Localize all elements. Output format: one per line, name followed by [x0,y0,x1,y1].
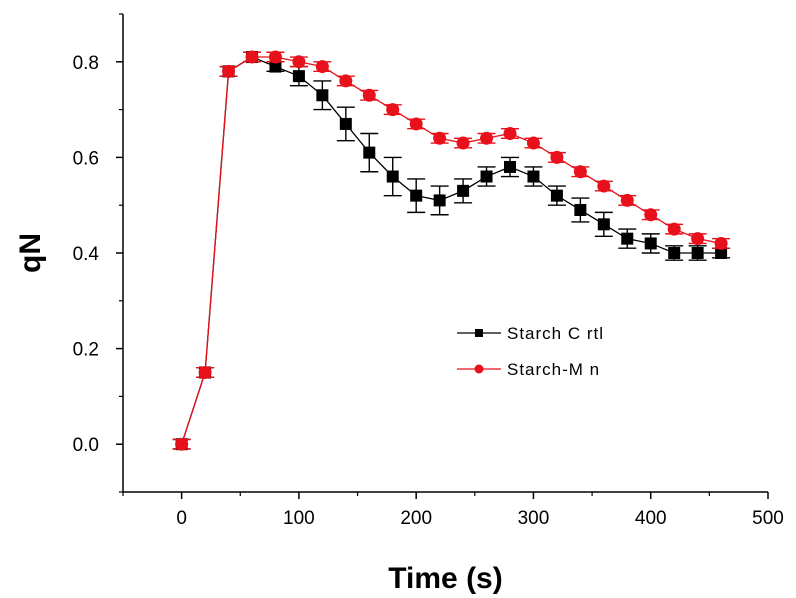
y-tick-label: 0.8 [73,53,99,74]
data-point [504,160,516,173]
data-point [245,50,259,64]
data-point [667,222,681,236]
data-point [644,237,657,250]
legend-item: Starch C rtl [457,324,604,343]
y-tick-label: 0.6 [73,148,99,169]
legend-item: Starch-M n [457,360,600,379]
y-tick-label: 0.2 [73,340,99,361]
data-point [339,117,352,130]
x-axis-title: Time (s) [388,562,502,595]
data-point [222,64,236,78]
y-tick-label: 0.4 [73,244,100,265]
data-point [386,103,400,117]
series-line [181,56,722,445]
data-point [550,189,563,202]
data-point [433,131,447,145]
data-point [410,189,423,202]
data-point [292,70,305,83]
data-point [363,146,376,159]
x-tick-label: 200 [400,508,432,529]
data-point [315,60,329,74]
data-point [386,170,399,183]
y-tick-label: 0.0 [73,435,99,456]
data-point [527,170,540,183]
x-tick-label: 300 [518,508,550,529]
data-point [550,150,564,164]
data-point [597,179,611,193]
data-point [292,55,306,69]
legend-marker [475,329,483,337]
data-point [316,89,329,102]
series-layer [172,50,731,451]
data-point [715,247,728,259]
data-point [621,232,634,245]
y-axis-title: qN [14,233,47,273]
data-point [503,127,517,140]
data-point [409,117,423,131]
data-point [526,136,540,150]
data-point [668,247,681,259]
data-point [597,218,610,231]
data-point [691,247,704,259]
data-point [339,74,353,88]
x-tick-label: 0 [176,508,187,529]
series-starch-mn [172,50,731,451]
data-point [175,437,189,451]
data-point [457,184,470,197]
data-point [456,136,470,150]
data-point [620,193,634,207]
data-point [268,50,282,64]
data-point [573,165,587,179]
data-point [691,232,705,246]
legend-label: Starch-M n [507,360,600,379]
legend: Starch C rtl Starch-M n [457,324,604,379]
x-tick-label: 100 [283,508,315,529]
axes: 0 100 200 300 400 500 0.0 0.2 0.4 0.6 0.8 [73,13,784,529]
data-point [644,208,658,222]
data-point [198,366,212,379]
legend-label: Starch C rtl [507,324,604,343]
series-starch-crtl [172,51,731,451]
data-point [480,170,493,183]
data-point [574,203,587,216]
legend-marker [474,364,484,374]
data-point [269,60,282,73]
data-point [433,194,446,207]
series-line [181,56,722,445]
data-point [362,88,376,102]
x-tick-label: 400 [635,508,667,529]
data-point [480,131,494,145]
x-tick-label: 500 [752,508,784,529]
data-point [714,236,728,250]
